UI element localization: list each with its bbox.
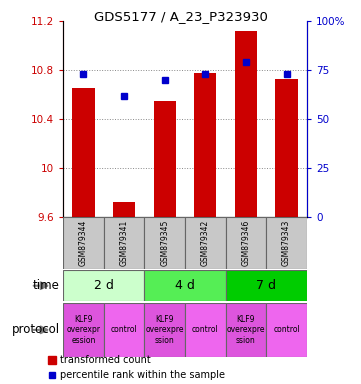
Text: time: time: [33, 279, 60, 292]
Bar: [63, 303, 104, 357]
Bar: [63, 217, 104, 269]
Legend: transformed count, percentile rank within the sample: transformed count, percentile rank withi…: [45, 351, 229, 384]
Text: KLF9
overexpr
ession: KLF9 overexpr ession: [66, 315, 100, 345]
Text: GSM879342: GSM879342: [201, 220, 210, 266]
Bar: [153, 101, 176, 217]
Text: GDS5177 / A_23_P323930: GDS5177 / A_23_P323930: [93, 10, 268, 23]
Bar: [275, 79, 298, 217]
Text: control: control: [111, 325, 138, 334]
Bar: [185, 303, 226, 357]
Text: 2 d: 2 d: [94, 279, 114, 292]
Text: 4 d: 4 d: [175, 279, 195, 292]
Bar: [144, 217, 185, 269]
Text: KLF9
overexpre
ssion: KLF9 overexpre ssion: [145, 315, 184, 345]
Bar: [194, 73, 217, 217]
Bar: [104, 303, 144, 357]
Text: KLF9
overexpre
ssion: KLF9 overexpre ssion: [227, 315, 265, 345]
Text: GSM879341: GSM879341: [119, 220, 129, 266]
Text: GSM879345: GSM879345: [160, 220, 169, 266]
Bar: [104, 217, 144, 269]
Bar: [72, 88, 95, 217]
Text: control: control: [273, 325, 300, 334]
Bar: [235, 31, 257, 217]
Text: GSM879346: GSM879346: [242, 220, 251, 266]
Bar: [144, 303, 185, 357]
Bar: [144, 270, 226, 301]
Bar: [113, 202, 135, 217]
Bar: [226, 217, 266, 269]
Bar: [266, 217, 307, 269]
Bar: [185, 217, 226, 269]
Bar: [226, 270, 307, 301]
Bar: [63, 270, 144, 301]
Text: 7 d: 7 d: [256, 279, 276, 292]
Bar: [226, 303, 266, 357]
Text: GSM879344: GSM879344: [79, 220, 88, 266]
Bar: [266, 303, 307, 357]
Text: GSM879343: GSM879343: [282, 220, 291, 266]
Text: protocol: protocol: [12, 323, 60, 336]
Text: control: control: [192, 325, 219, 334]
